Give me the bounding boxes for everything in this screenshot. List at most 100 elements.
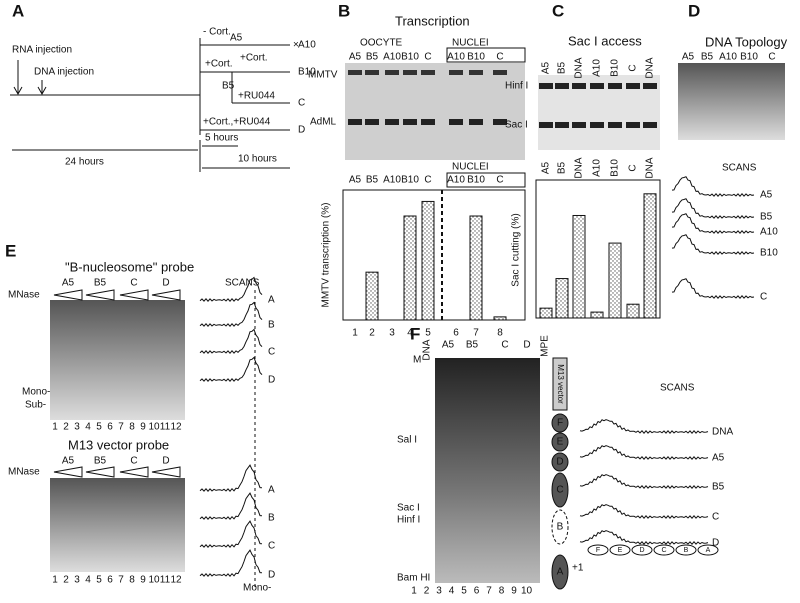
lane-number: 9 [140, 422, 146, 433]
bar [493, 316, 507, 321]
label: NUCLEI [452, 162, 489, 173]
lane-label: B10 [401, 52, 419, 63]
vector-label: M13 vector [556, 364, 565, 404]
lane-number: 6 [474, 586, 480, 597]
lane-label: A5 [62, 278, 75, 289]
bar [643, 193, 657, 319]
label: 24 hours [65, 157, 104, 168]
map-nucleosome [631, 544, 653, 556]
lane-label: A5 [349, 52, 362, 63]
label: Sub- [25, 400, 46, 411]
lane-label: DNA [645, 157, 656, 178]
band [493, 70, 507, 75]
label: NUCLEI [452, 38, 489, 49]
lane-number: 3 [389, 328, 395, 339]
lane-label: A10 [592, 59, 603, 77]
lane-label: DNA [645, 57, 656, 78]
lane-label: A5 [541, 161, 552, 174]
bar [365, 271, 379, 321]
lane-number: 7 [473, 328, 479, 339]
nucleosome-label: C [556, 485, 563, 496]
lane-number: 1 [52, 575, 58, 586]
trace-label: DNA [712, 427, 733, 438]
lane-label: B10 [401, 175, 419, 186]
band [590, 122, 604, 128]
map-nucleosome [587, 544, 609, 556]
lane-label: A10 [592, 159, 603, 177]
lane-number: 3 [436, 586, 442, 597]
lane-label: A10 [719, 52, 737, 63]
lane-label: A5 [541, 61, 552, 74]
band [608, 122, 622, 128]
scan-trace [671, 278, 755, 299]
band [403, 119, 417, 125]
trace-label: A [268, 485, 275, 496]
lane-label: B5 [94, 278, 107, 289]
lane-label: C [130, 456, 137, 467]
scan-trace [579, 504, 709, 519]
lane-number: 6 [453, 328, 459, 339]
map-label: E [618, 547, 623, 554]
scan-trace [671, 234, 755, 255]
lane-label: D [523, 340, 530, 351]
band [385, 119, 399, 125]
label: +Cort. [240, 53, 268, 64]
nucleosome-label: A [557, 567, 564, 578]
mnase-wedge [53, 466, 83, 478]
lane-label: DNA [422, 339, 433, 360]
label: Mono- [22, 387, 50, 398]
mnase-wedge [85, 289, 115, 301]
band [421, 70, 435, 75]
lane-number: 3 [74, 422, 80, 433]
label: Bam HI [397, 573, 430, 584]
scan-trace [671, 198, 755, 219]
bar [403, 215, 417, 321]
lane-number: 1 [411, 586, 417, 597]
panel-label: A [12, 1, 24, 20]
lane-label: MPE [540, 335, 551, 357]
label: 10 hours [238, 154, 277, 165]
panel-label: F [410, 324, 420, 343]
label: SCANS [660, 383, 695, 394]
panel-label: B [338, 1, 350, 20]
trace-label: C [268, 541, 275, 552]
panel-label: E [5, 241, 16, 260]
scan-trace [199, 276, 263, 302]
nucleosome-label: F [557, 418, 563, 429]
lane-number: 8 [497, 328, 503, 339]
lane-number: 5 [96, 575, 102, 586]
panel-title: DNA Topology [705, 34, 788, 49]
trace-label: B [268, 513, 275, 524]
scan-trace [199, 301, 263, 327]
nucleosome [551, 432, 569, 452]
lane-label: B10 [610, 59, 621, 77]
label: +RU044 [238, 91, 275, 102]
scan-trace [579, 530, 709, 545]
band [555, 122, 569, 128]
band [493, 119, 507, 125]
band [643, 83, 657, 89]
lane-number: 5 [96, 422, 102, 433]
bar [539, 307, 553, 319]
lane-number: 4 [449, 586, 455, 597]
y-axis-label: Sac I cutting (%) [511, 213, 522, 286]
bar [572, 214, 586, 319]
lane-label: B5 [94, 456, 107, 467]
scan-trace [199, 492, 263, 520]
svg-text:×: × [293, 40, 299, 51]
lane-label: B5 [557, 161, 568, 174]
lane-number: 12 [170, 575, 182, 586]
lane-label: A5 [682, 52, 695, 63]
label: SCANS [722, 163, 757, 174]
label: MNase [8, 290, 40, 301]
band [348, 119, 362, 125]
scan-trace [199, 356, 263, 382]
lane-number: 1 [352, 328, 358, 339]
label: MMTV [308, 70, 338, 81]
band [348, 70, 362, 75]
lane-number: 4 [407, 328, 413, 339]
lane-label: D [162, 456, 169, 467]
scan-trace [579, 445, 709, 460]
lane-number: 8 [129, 422, 135, 433]
